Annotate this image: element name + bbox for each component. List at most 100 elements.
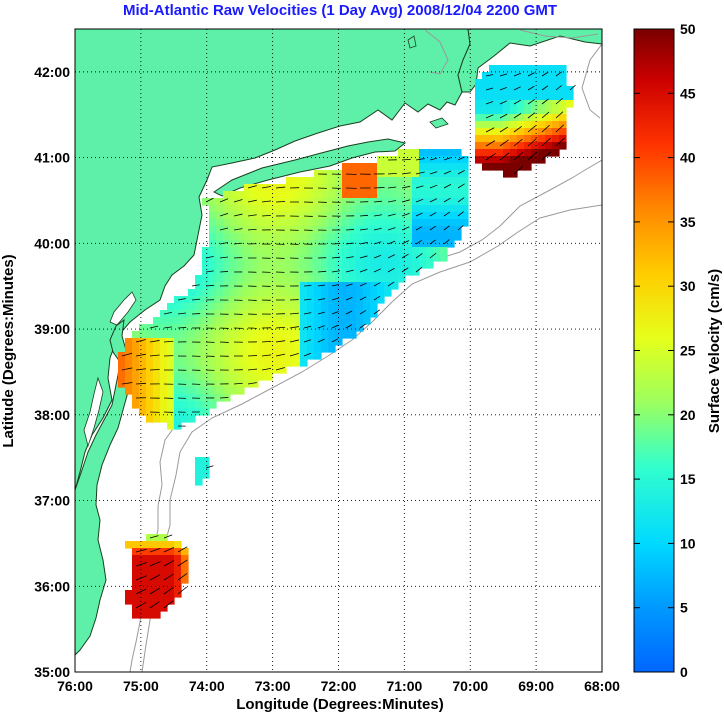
velocity-cell-main <box>356 170 364 178</box>
velocity-cell-main <box>258 366 266 374</box>
velocity-cell-main <box>244 317 252 325</box>
velocity-cell-main <box>181 387 189 395</box>
velocity-cell-main <box>223 261 231 269</box>
velocity-vector <box>373 200 383 203</box>
velocity-cell-main <box>279 247 287 255</box>
velocity-cell-cape-cod <box>545 100 553 108</box>
velocity-cell-main <box>237 317 245 325</box>
velocity-cell-main <box>440 219 448 227</box>
velocity-cell-main <box>216 373 224 381</box>
velocity-vector <box>415 226 423 231</box>
velocity-cell-main <box>363 163 371 171</box>
velocity-cell-main <box>461 212 469 220</box>
velocity-cell-main <box>146 345 154 353</box>
velocity-cell-cape-cod <box>496 156 504 164</box>
velocity-cell-main <box>370 247 378 255</box>
velocity-cell-main <box>300 226 308 234</box>
velocity-cell-main <box>300 247 308 255</box>
velocity-cell-main <box>307 317 315 325</box>
velocity-cell-main <box>307 352 315 360</box>
velocity-cell-main <box>244 296 252 304</box>
velocity-cell-cape-cod <box>531 135 539 143</box>
velocity-cell-main <box>363 296 371 304</box>
velocity-cell-cape-cod <box>475 93 483 101</box>
velocity-cell-main <box>139 331 147 339</box>
velocity-cell-main <box>279 268 287 276</box>
velocity-cell-main <box>181 296 189 304</box>
velocity-cell-main <box>419 261 427 269</box>
velocity-vector <box>429 171 438 175</box>
velocity-vector <box>527 85 535 91</box>
velocity-cell-main <box>265 352 273 360</box>
velocity-cell-main <box>251 212 259 220</box>
velocity-cell-main <box>209 289 217 297</box>
velocity-cell-main <box>272 233 280 241</box>
velocity-cell-main <box>237 324 245 332</box>
velocity-cell-cape-cod <box>517 100 525 108</box>
velocity-cell-main <box>174 401 182 409</box>
velocity-vector <box>527 125 536 133</box>
velocity-cell-main <box>188 324 196 332</box>
velocity-cell-main <box>286 289 294 297</box>
velocity-cell-main <box>314 177 322 185</box>
velocity-cell-main <box>118 352 126 360</box>
velocity-cell-cape-cod <box>496 128 504 136</box>
velocity-cell-main <box>328 205 336 213</box>
velocity-cell-main <box>440 191 448 199</box>
velocity-vector <box>121 367 133 371</box>
velocity-cell-main <box>363 275 371 283</box>
velocity-vector <box>401 267 409 273</box>
velocity-cell-main <box>286 254 294 262</box>
velocity-vector <box>373 254 382 259</box>
velocity-cell-main <box>230 338 238 346</box>
velocity-cell-cape-cod <box>566 100 574 108</box>
velocity-cell-main <box>314 261 322 269</box>
velocity-cell-main <box>363 261 371 269</box>
velocity-cell-main <box>384 226 392 234</box>
velocity-cell-main <box>398 254 406 262</box>
velocity-cell-main <box>335 289 343 297</box>
velocity-cell-hatteras <box>146 604 154 612</box>
velocity-cell-cape-cod <box>482 128 490 136</box>
y-tick-label: 39:00 <box>34 321 70 337</box>
velocity-vector <box>555 137 565 147</box>
velocity-cell-main <box>237 233 245 241</box>
velocity-cell-cape-cod <box>482 86 490 94</box>
velocity-vector <box>149 601 160 609</box>
velocity-cell-main <box>279 352 287 360</box>
velocity-cell-main <box>363 205 371 213</box>
velocity-cell-main <box>391 261 399 269</box>
velocity-cell-cape-cod <box>489 93 497 101</box>
velocity-cell-main <box>405 261 413 269</box>
velocity-cell-cape-cod <box>524 135 532 143</box>
velocity-cell-main <box>447 184 455 192</box>
velocity-cell-main <box>293 359 301 367</box>
velocity-cell-main <box>139 387 147 395</box>
velocity-cell-hatteras <box>160 590 168 598</box>
velocity-cell-main <box>279 282 287 290</box>
velocity-vector <box>345 229 355 231</box>
velocity-cell-main <box>209 373 217 381</box>
velocity-cell-main <box>300 198 308 206</box>
velocity-cell-main <box>356 163 364 171</box>
velocity-cell-hatteras <box>174 590 182 598</box>
velocity-cell-main <box>139 401 147 409</box>
y-tick-label: 38:00 <box>34 407 70 423</box>
velocity-vector <box>345 173 357 175</box>
velocity-cell-main <box>258 212 266 220</box>
velocity-cell-cape-cod <box>545 135 553 143</box>
velocity-cell-main <box>286 198 294 206</box>
velocity-cell-main <box>146 401 154 409</box>
velocity-cell-cape-cod <box>482 163 490 171</box>
velocity-vector <box>429 239 436 245</box>
velocity-cell-main <box>328 338 336 346</box>
velocity-cell-main <box>356 268 364 276</box>
velocity-vector <box>443 184 452 189</box>
velocity-cell-main <box>188 380 196 388</box>
velocity-cell-main <box>188 401 196 409</box>
velocity-cell-main <box>272 240 280 248</box>
velocity-cell-main <box>139 408 147 416</box>
velocity-cell-main <box>391 275 399 283</box>
velocity-cell-main <box>153 317 161 325</box>
